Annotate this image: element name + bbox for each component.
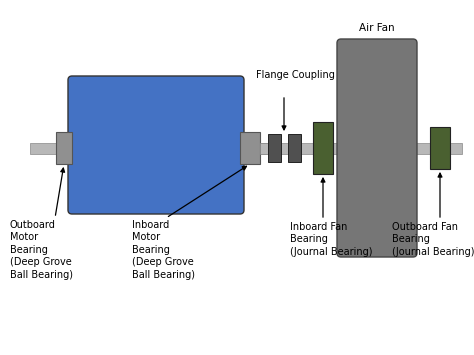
Text: Inboard
Motor
Bearing
(Deep Grove
Ball Bearing): Inboard Motor Bearing (Deep Grove Ball B… [132, 220, 195, 280]
Text: Outboard Fan
Bearing
(Journal Bearing): Outboard Fan Bearing (Journal Bearing) [392, 222, 474, 257]
Text: Outboard
Motor
Bearing
(Deep Grove
Ball Bearing): Outboard Motor Bearing (Deep Grove Ball … [10, 220, 73, 280]
Bar [313, 122, 333, 174]
Bar [56, 132, 72, 164]
FancyBboxPatch shape [337, 39, 417, 257]
Bar [268, 134, 281, 162]
FancyBboxPatch shape [68, 76, 244, 214]
Bar [30, 142, 462, 153]
Text: Air Fan: Air Fan [359, 23, 395, 33]
Bar [288, 134, 301, 162]
Bar [240, 132, 260, 164]
Bar [260, 142, 268, 153]
Text: Flange Coupling: Flange Coupling [256, 70, 335, 80]
Text: Inboard Fan
Bearing
(Journal Bearing): Inboard Fan Bearing (Journal Bearing) [290, 222, 373, 257]
Bar [430, 127, 450, 169]
